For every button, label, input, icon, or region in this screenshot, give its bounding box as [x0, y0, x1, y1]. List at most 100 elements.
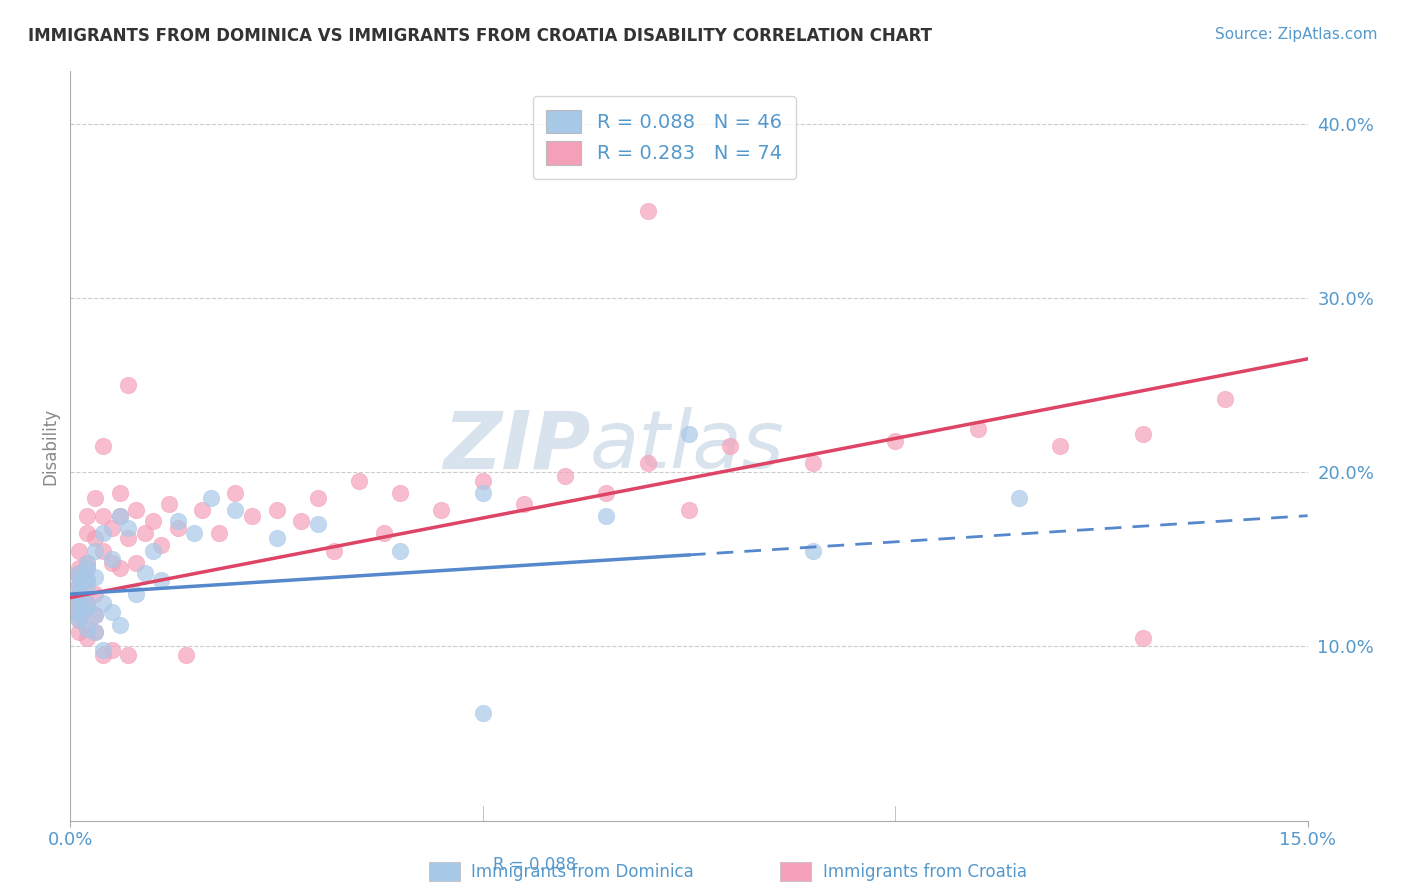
Point	[266, 532, 288, 546]
Point	[125, 587, 148, 601]
Point	[1008, 491, 1031, 506]
Point	[801, 543, 824, 558]
Point	[208, 526, 231, 541]
Point	[134, 566, 156, 581]
Point	[637, 203, 659, 218]
Point	[240, 508, 263, 523]
Point	[100, 552, 122, 566]
Point	[76, 573, 98, 587]
Point	[117, 378, 139, 392]
Point	[323, 543, 346, 558]
Point	[100, 605, 122, 619]
Point	[637, 457, 659, 471]
Point	[108, 618, 131, 632]
Point	[678, 503, 700, 517]
Point	[471, 486, 494, 500]
Point	[67, 596, 90, 610]
Point	[76, 578, 98, 592]
Text: Immigrants from Dominica: Immigrants from Dominica	[471, 863, 693, 881]
Point	[76, 561, 98, 575]
Point	[84, 625, 107, 640]
Point	[67, 543, 90, 558]
Point	[91, 439, 114, 453]
Point	[1132, 631, 1154, 645]
Point	[67, 561, 90, 575]
Point	[117, 648, 139, 662]
Point	[117, 532, 139, 546]
Text: R = 0.088: R = 0.088	[492, 855, 576, 873]
Point	[166, 521, 188, 535]
Point	[67, 607, 90, 622]
Point	[513, 496, 536, 510]
Point	[76, 556, 98, 570]
Point	[224, 486, 246, 500]
Text: Source: ZipAtlas.com: Source: ZipAtlas.com	[1215, 27, 1378, 42]
Point	[100, 643, 122, 657]
Point	[117, 521, 139, 535]
Point	[84, 491, 107, 506]
Point	[67, 591, 90, 605]
Point	[76, 622, 98, 636]
Point	[347, 474, 370, 488]
Point	[67, 601, 90, 615]
Point	[84, 543, 107, 558]
Point	[290, 514, 312, 528]
Point	[76, 508, 98, 523]
Point	[67, 613, 90, 627]
Point	[1132, 426, 1154, 441]
Point	[76, 631, 98, 645]
Point	[174, 648, 197, 662]
Point	[125, 556, 148, 570]
Point	[595, 508, 617, 523]
Point	[471, 706, 494, 720]
Point	[67, 570, 90, 584]
Point	[91, 596, 114, 610]
Point	[67, 566, 90, 581]
Point	[108, 508, 131, 523]
Legend: R = 0.088   N = 46, R = 0.283   N = 74: R = 0.088 N = 46, R = 0.283 N = 74	[533, 96, 796, 178]
Text: Immigrants from Croatia: Immigrants from Croatia	[823, 863, 1026, 881]
Point	[67, 607, 90, 622]
Point	[307, 491, 329, 506]
Point	[389, 486, 412, 500]
Point	[108, 486, 131, 500]
Point	[67, 591, 90, 605]
Point	[76, 573, 98, 587]
Point	[373, 526, 395, 541]
Point	[183, 526, 205, 541]
Point	[224, 503, 246, 517]
Point	[84, 587, 107, 601]
Point	[142, 543, 165, 558]
Point	[200, 491, 222, 506]
Point	[84, 625, 107, 640]
Point	[67, 605, 90, 619]
Point	[76, 622, 98, 636]
Point	[76, 556, 98, 570]
Point	[266, 503, 288, 517]
Point	[67, 566, 90, 581]
Point	[76, 561, 98, 575]
Point	[67, 587, 90, 601]
Point	[67, 596, 90, 610]
Point	[471, 474, 494, 488]
Point	[307, 517, 329, 532]
Point	[100, 556, 122, 570]
Point	[150, 538, 173, 552]
Point	[134, 526, 156, 541]
Point	[91, 643, 114, 657]
Point	[554, 468, 576, 483]
Point	[91, 526, 114, 541]
Text: atlas: atlas	[591, 407, 785, 485]
Point	[1049, 439, 1071, 453]
Point	[91, 543, 114, 558]
Point	[67, 578, 90, 592]
Point	[966, 421, 988, 435]
Point	[157, 496, 180, 510]
Point	[430, 503, 453, 517]
Text: ZIP: ZIP	[443, 407, 591, 485]
Point	[67, 578, 90, 592]
Point	[108, 508, 131, 523]
Point	[91, 508, 114, 523]
Point	[108, 561, 131, 575]
Point	[125, 503, 148, 517]
